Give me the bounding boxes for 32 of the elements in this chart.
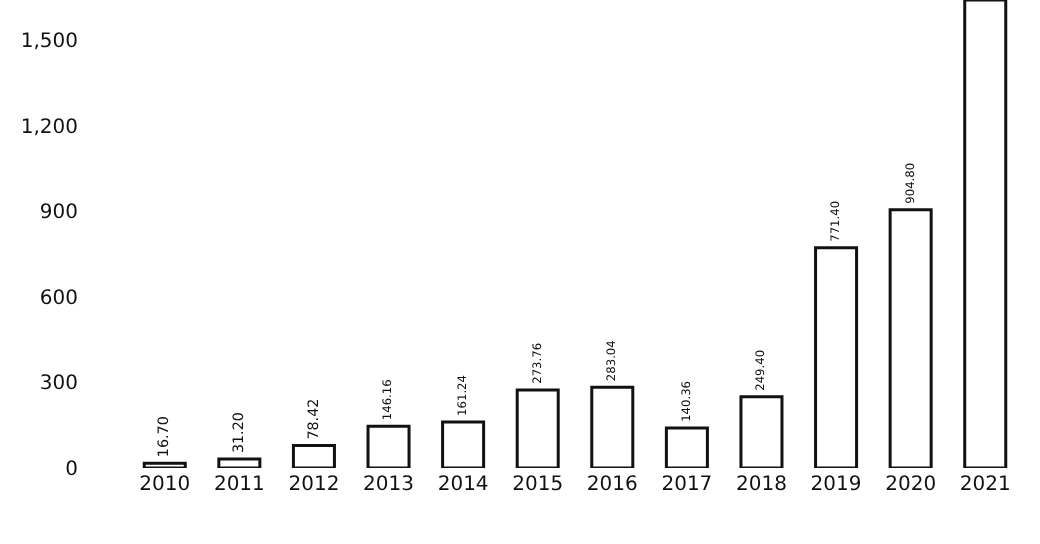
bar <box>366 424 411 468</box>
y-tick-label: 900 <box>39 202 78 225</box>
x-tick-label: 2017 <box>661 474 713 496</box>
x-tick-label: 2018 <box>736 474 787 496</box>
bar <box>888 208 933 468</box>
bar <box>142 461 187 468</box>
x-tick-label: 2013 <box>363 474 414 496</box>
x-tick-label: 2014 <box>437 474 489 496</box>
x-tick-label: 2011 <box>213 474 265 496</box>
x-tick-label: 2019 <box>810 474 862 496</box>
x-tick-label: 2015 <box>512 474 564 496</box>
bar <box>590 385 635 468</box>
y-tick-label: 0 <box>65 459 78 481</box>
bar <box>217 457 262 468</box>
y-tick-label: 1,200 <box>20 116 78 139</box>
bar <box>814 246 859 468</box>
y-tick-label: 1,500 <box>20 30 78 53</box>
bar <box>291 444 336 468</box>
bar <box>515 388 560 468</box>
x-tick-label: 2012 <box>288 474 340 496</box>
y-tick-label: 300 <box>39 373 78 396</box>
data-label: 78.42 <box>303 398 322 440</box>
bar <box>739 395 784 468</box>
bar <box>664 426 709 468</box>
y-tick-label: 600 <box>39 287 78 310</box>
data-label: 16.70 <box>154 415 173 458</box>
x-tick-label: 2021 <box>959 474 1011 496</box>
bar <box>441 420 486 468</box>
data-label: 31.20 <box>228 411 247 454</box>
x-tick-label: 2020 <box>885 474 937 496</box>
x-tick-label: 2016 <box>586 474 638 496</box>
x-tick-label: 2010 <box>139 474 191 496</box>
